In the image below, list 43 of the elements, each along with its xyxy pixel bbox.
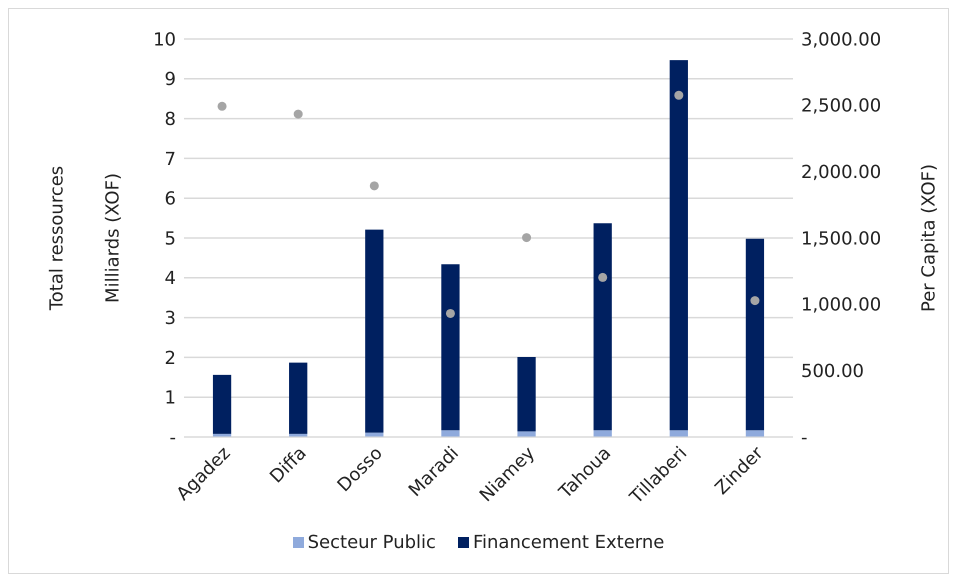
y-tick-label: 2	[164, 348, 176, 369]
y2-tick-label: 2,500.00	[801, 96, 882, 117]
y-tick-label: 3	[164, 308, 176, 329]
y-tick-label: 9	[164, 69, 176, 90]
y-tick-label: 7	[164, 148, 176, 170]
y-tick-label: 4	[164, 268, 176, 290]
bar	[594, 223, 612, 430]
y2-tick-label: 500.00	[801, 361, 864, 382]
y2-axis-title: Per Capita (XOF)	[918, 164, 940, 312]
bar	[670, 60, 688, 430]
bar	[517, 357, 536, 432]
y2-tick-label: 1,000.00	[801, 294, 882, 316]
legend-label: Financement Externe	[472, 532, 664, 553]
bar	[365, 230, 384, 433]
bar	[212, 374, 232, 434]
bar	[670, 430, 688, 437]
bar	[441, 430, 460, 437]
y-tick-label: 6	[164, 188, 176, 210]
point	[294, 110, 303, 119]
y-tick-label: 10	[153, 29, 176, 50]
y2-tick-label: 1,500.00	[801, 228, 882, 250]
y-tick-label: -	[170, 427, 176, 448]
point	[750, 296, 760, 306]
y-tick-label: 8	[164, 108, 176, 130]
y-tick-label: 5	[164, 228, 176, 250]
bar	[594, 430, 612, 437]
y2-tick-label: 3,000.00	[801, 29, 882, 50]
text: Total ressources Milliards (XOF)	[46, 166, 124, 310]
point	[370, 181, 379, 190]
point	[522, 233, 532, 242]
bar	[289, 362, 308, 434]
y2-tick-label: -	[801, 427, 808, 448]
legend-label: Secteur Public	[308, 532, 436, 553]
y2-tick-label: 2,000.00	[801, 162, 882, 184]
point	[598, 272, 608, 282]
bar	[746, 430, 764, 437]
point	[218, 102, 227, 111]
bar	[365, 432, 384, 437]
bar	[441, 264, 460, 430]
y-tick-label: 1	[164, 388, 176, 409]
bar	[746, 238, 764, 430]
point	[446, 308, 455, 318]
point	[674, 90, 684, 100]
